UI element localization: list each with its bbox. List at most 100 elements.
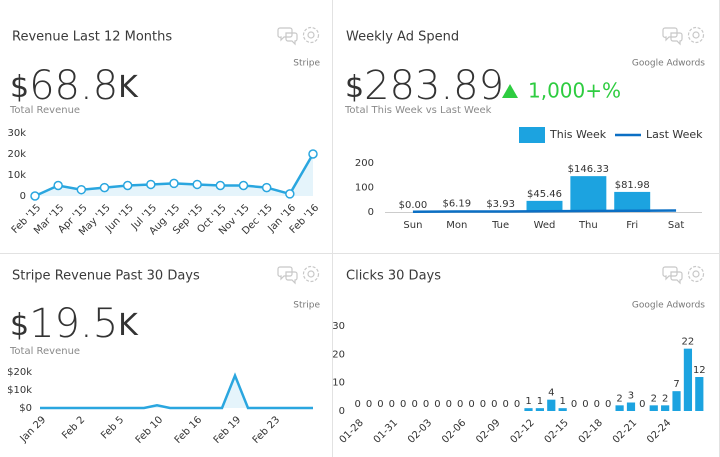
- x-tick-label: Tue: [491, 220, 509, 231]
- kpi: $68.8K: [10, 63, 139, 109]
- bar: [558, 408, 567, 411]
- data-label: 0: [389, 399, 395, 410]
- widget-title: Clicks 30 Days: [346, 269, 441, 284]
- point: [99, 182, 110, 193]
- y-tick-label: 200: [355, 158, 374, 169]
- legend-swatch: [519, 127, 545, 143]
- data-label: 0: [582, 399, 588, 410]
- data-label: 4: [548, 388, 554, 399]
- bar: [547, 399, 556, 411]
- y-tick-label: 10: [332, 378, 345, 389]
- data-label: 2: [616, 393, 622, 404]
- y-tick-label: 20: [332, 349, 345, 360]
- bar: [526, 200, 563, 212]
- widget-title: Stripe Revenue Past 30 Days: [12, 269, 200, 284]
- widget-title: Revenue Last 12 Months: [12, 30, 172, 45]
- kpi: $283.89: [345, 63, 504, 109]
- kpi: $19.5K: [10, 301, 139, 347]
- point: [53, 180, 63, 191]
- y-tick-label: 100: [355, 183, 374, 194]
- data-label: 3: [628, 391, 634, 402]
- bar: [615, 405, 624, 411]
- data-source: Google Adwords: [632, 59, 705, 69]
- data-label: $146.33: [568, 164, 609, 175]
- data-label: 12: [693, 365, 706, 376]
- kpi-prefix: $: [10, 70, 29, 105]
- bar: [661, 405, 670, 411]
- y-tick-label: $10k: [7, 385, 32, 396]
- data-label: 0: [411, 399, 417, 410]
- point: [76, 184, 87, 195]
- bar: [524, 408, 533, 411]
- x-tick-label: Thu: [578, 220, 598, 231]
- bar: [570, 176, 607, 212]
- data-label: 2: [651, 393, 657, 404]
- kpi-value: 19.5: [29, 301, 118, 347]
- data-label: 0: [594, 399, 600, 410]
- point: [30, 191, 40, 201]
- data-label: 2: [662, 393, 668, 404]
- data-label: $3.93: [486, 199, 515, 210]
- y-tick-label: 0: [20, 191, 26, 202]
- bar: [672, 391, 681, 411]
- kpi-value: 283.89: [364, 63, 504, 109]
- y-tick-label: 0: [339, 406, 345, 417]
- kpi-value: 68.8: [29, 63, 118, 109]
- kpi-suffix: K: [118, 70, 139, 105]
- bar: [683, 348, 693, 411]
- y-tick-label: $20k: [7, 367, 32, 378]
- data-source: Stripe: [293, 301, 320, 311]
- y-tick-label: 30: [332, 321, 345, 332]
- data-label: 0: [503, 399, 509, 410]
- x-tick-label: Mon: [446, 220, 467, 231]
- data-label: 1: [537, 396, 543, 407]
- y-tick-label: 0: [368, 207, 374, 218]
- x-tick-label: Sat: [668, 220, 684, 231]
- data-label: 0: [446, 399, 452, 410]
- legend-label: Last Week: [646, 128, 703, 141]
- point: [169, 178, 179, 189]
- kpi-prefix: $: [345, 70, 364, 105]
- line: [412, 209, 677, 214]
- kpi-suffix: K: [118, 308, 139, 343]
- data-label: 0: [366, 399, 372, 410]
- data-label: 0: [377, 399, 383, 410]
- data-label: 1: [559, 396, 565, 407]
- widget-title: Weekly Ad Spend: [346, 30, 459, 45]
- data-label: 0: [468, 399, 474, 410]
- point: [215, 180, 226, 191]
- bar: [535, 408, 544, 411]
- y-tick-label: 30k: [7, 128, 26, 139]
- point: [238, 180, 249, 191]
- x-tick-label: Fri: [626, 220, 638, 231]
- point: [308, 149, 318, 159]
- point: [285, 189, 295, 199]
- data-label: 0: [355, 399, 361, 410]
- data-label: 0: [639, 399, 645, 410]
- data-label: 0: [457, 399, 463, 410]
- data-label: 0: [491, 399, 497, 410]
- bar: [614, 191, 651, 212]
- data-label: 0: [571, 399, 577, 410]
- data-label: 0: [400, 399, 406, 410]
- kpi-label: Total This Week vs Last Week: [344, 105, 492, 116]
- kpi-change: 1,000+%: [528, 79, 621, 103]
- data-label: $81.98: [615, 180, 650, 191]
- bar: [649, 405, 658, 411]
- line: [40, 372, 313, 410]
- data-label: $6.19: [442, 198, 471, 209]
- data-label: 22: [682, 337, 695, 348]
- data-label: 0: [480, 399, 486, 410]
- point: [192, 179, 202, 190]
- y-tick-label: 20k: [7, 149, 26, 160]
- x-tick-label: Wed: [534, 220, 556, 231]
- bar: [626, 402, 636, 411]
- data-label: 1: [525, 396, 531, 407]
- point: [122, 180, 133, 191]
- data-label: 0: [434, 399, 440, 410]
- kpi-prefix: $: [10, 308, 29, 343]
- data-label: $0.00: [399, 200, 428, 211]
- point: [146, 179, 156, 190]
